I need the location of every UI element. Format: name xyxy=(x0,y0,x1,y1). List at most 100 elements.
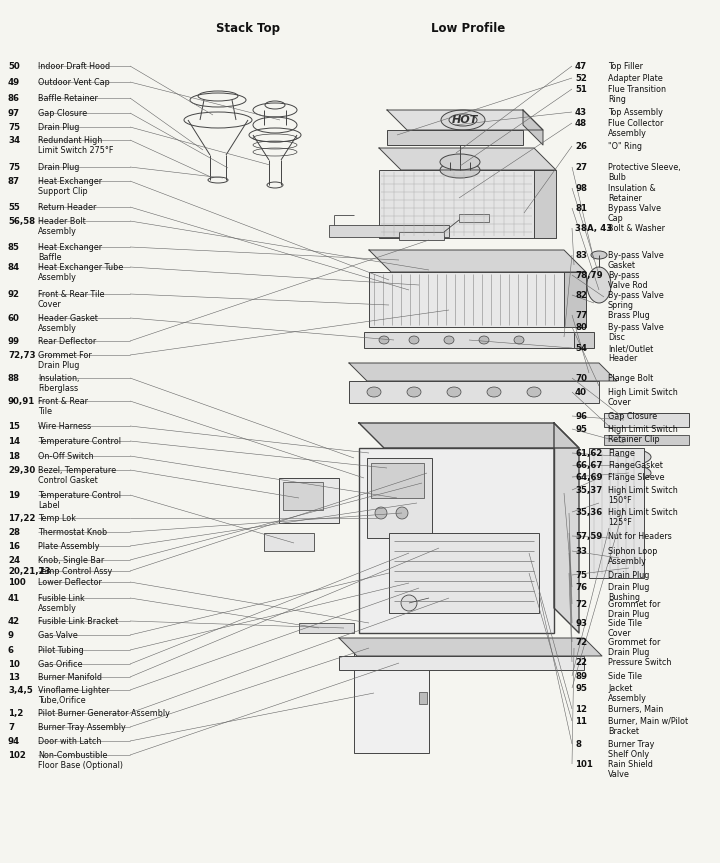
Text: 43: 43 xyxy=(575,108,587,117)
Text: Gap Closure: Gap Closure xyxy=(608,412,657,421)
Text: Return Header: Return Header xyxy=(38,203,96,212)
Text: Pilot Burner Generator Assembly: Pilot Burner Generator Assembly xyxy=(38,709,170,718)
Text: 50: 50 xyxy=(8,62,19,71)
Text: 41: 41 xyxy=(8,594,20,603)
Text: By-pass Valve
Disc: By-pass Valve Disc xyxy=(608,323,664,343)
Text: Insulation &
Retainer: Insulation & Retainer xyxy=(608,184,656,204)
Text: 12: 12 xyxy=(575,705,587,714)
Text: Brass Plug: Brass Plug xyxy=(608,311,649,320)
Text: Rain Shield
Valve: Rain Shield Valve xyxy=(608,760,653,779)
Text: 102: 102 xyxy=(8,751,26,760)
Text: Protective Sleeve,
Bulb: Protective Sleeve, Bulb xyxy=(608,163,680,182)
Text: Indoor Draft Hood: Indoor Draft Hood xyxy=(38,62,110,71)
Text: Baffle Retainer: Baffle Retainer xyxy=(38,94,98,103)
Text: 96: 96 xyxy=(575,412,587,421)
Text: 19: 19 xyxy=(8,491,20,500)
Ellipse shape xyxy=(527,387,541,397)
Text: "O" Ring: "O" Ring xyxy=(608,142,642,151)
Polygon shape xyxy=(339,638,602,656)
Text: 83: 83 xyxy=(575,251,587,260)
Text: Temperature Control: Temperature Control xyxy=(38,437,121,446)
Bar xyxy=(359,448,554,633)
Text: Rear Deflector: Rear Deflector xyxy=(38,337,96,346)
Polygon shape xyxy=(564,272,586,327)
Text: Plate Assembly: Plate Assembly xyxy=(38,542,99,551)
Text: 22: 22 xyxy=(575,658,587,667)
Bar xyxy=(264,533,314,551)
Text: 70: 70 xyxy=(575,374,587,383)
Text: 60: 60 xyxy=(8,314,20,323)
Text: 75: 75 xyxy=(8,123,20,132)
Text: 76: 76 xyxy=(575,583,587,592)
Text: High Limit Switch
125°F: High Limit Switch 125°F xyxy=(608,508,678,527)
Text: High Limit Switch
Retainer Clip: High Limit Switch Retainer Clip xyxy=(608,425,678,444)
Text: 56,58: 56,58 xyxy=(8,217,35,226)
Text: 8: 8 xyxy=(575,740,581,749)
Text: 13: 13 xyxy=(8,673,20,682)
Text: High Limit Switch
150°F: High Limit Switch 150°F xyxy=(608,486,678,506)
Text: Top Assembly: Top Assembly xyxy=(608,108,663,117)
Text: 75: 75 xyxy=(8,163,20,172)
Text: Gas Valve: Gas Valve xyxy=(38,631,78,640)
Text: 3,4,5: 3,4,5 xyxy=(8,686,32,695)
Polygon shape xyxy=(523,110,543,145)
Text: 51: 51 xyxy=(575,85,587,94)
Text: Low Profile: Low Profile xyxy=(431,22,505,35)
Bar xyxy=(589,448,644,578)
Text: 15: 15 xyxy=(8,422,20,431)
Text: 10: 10 xyxy=(8,660,20,669)
Text: 94: 94 xyxy=(8,737,20,746)
Text: Temp Lok: Temp Lok xyxy=(38,514,76,523)
Text: 77: 77 xyxy=(575,311,588,320)
Text: Burner, Main w/Pilot
Bracket: Burner, Main w/Pilot Bracket xyxy=(608,717,688,736)
Text: By-pass Valve
Gasket: By-pass Valve Gasket xyxy=(608,251,664,270)
Text: Grommet for
Drain Plug: Grommet for Drain Plug xyxy=(608,600,660,620)
Text: 48: 48 xyxy=(575,119,587,128)
Ellipse shape xyxy=(444,336,454,344)
Text: Drain Plug: Drain Plug xyxy=(38,163,79,172)
Ellipse shape xyxy=(607,449,651,465)
Text: Header Gasket
Assembly: Header Gasket Assembly xyxy=(38,314,98,333)
Ellipse shape xyxy=(367,387,381,397)
Text: Flange Bolt: Flange Bolt xyxy=(608,374,653,383)
Text: Door with Latch: Door with Latch xyxy=(38,737,102,746)
Text: 55: 55 xyxy=(8,203,19,212)
Bar xyxy=(369,272,564,327)
Text: Jacket
Assembly: Jacket Assembly xyxy=(608,684,647,703)
Text: 72: 72 xyxy=(575,638,587,647)
Bar xyxy=(299,623,354,633)
Text: 82: 82 xyxy=(575,291,587,300)
Polygon shape xyxy=(359,423,579,448)
Bar xyxy=(399,232,444,240)
Ellipse shape xyxy=(401,595,417,611)
Ellipse shape xyxy=(449,114,477,126)
Text: 17,22: 17,22 xyxy=(8,514,35,523)
Ellipse shape xyxy=(407,387,421,397)
Ellipse shape xyxy=(591,251,607,259)
Bar xyxy=(367,458,432,538)
Ellipse shape xyxy=(587,267,611,303)
Text: Stack Top: Stack Top xyxy=(216,22,280,35)
Text: Thermostat Knob: Thermostat Knob xyxy=(38,528,107,537)
Ellipse shape xyxy=(514,336,524,344)
Text: 49: 49 xyxy=(8,78,20,87)
Ellipse shape xyxy=(375,507,387,519)
Text: Pilot Tubing: Pilot Tubing xyxy=(38,646,84,655)
Text: Burner Tray Assembly: Burner Tray Assembly xyxy=(38,723,126,732)
Text: Gap Closure: Gap Closure xyxy=(38,109,87,118)
Text: Heat Exchanger
Baffle: Heat Exchanger Baffle xyxy=(38,243,102,262)
Text: Pressure Switch: Pressure Switch xyxy=(608,658,671,667)
Text: FlangeGasket: FlangeGasket xyxy=(608,461,663,470)
Text: 9: 9 xyxy=(8,631,14,640)
Text: 18: 18 xyxy=(8,452,20,461)
Text: 72: 72 xyxy=(575,600,587,609)
Text: Grommet for
Drain Plug: Grommet for Drain Plug xyxy=(608,638,660,658)
Text: Lower Deflector: Lower Deflector xyxy=(38,578,102,587)
Text: Flange: Flange xyxy=(608,449,635,458)
Text: 66,67: 66,67 xyxy=(575,461,603,470)
Text: Temperature Control
Label: Temperature Control Label xyxy=(38,491,121,510)
Ellipse shape xyxy=(440,162,480,178)
Text: Heat Exchanger
Support Clip: Heat Exchanger Support Clip xyxy=(38,177,102,197)
Text: Header Bolt
Assembly: Header Bolt Assembly xyxy=(38,217,86,236)
Text: Vinoflame Lighter
Tube,Orifice: Vinoflame Lighter Tube,Orifice xyxy=(38,686,109,705)
